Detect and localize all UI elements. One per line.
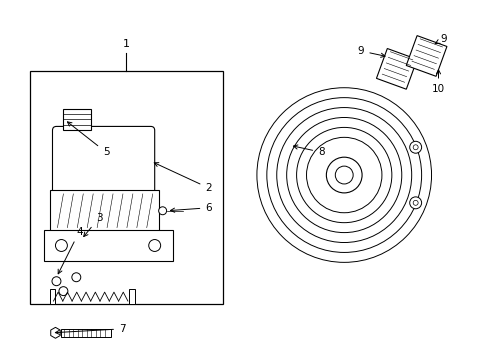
Circle shape <box>412 145 417 150</box>
Circle shape <box>409 141 421 153</box>
Circle shape <box>412 201 417 205</box>
Text: 8: 8 <box>293 145 324 157</box>
FancyBboxPatch shape <box>52 126 154 196</box>
Circle shape <box>296 127 391 223</box>
Text: 1: 1 <box>122 39 130 49</box>
Bar <box>376 49 416 89</box>
Bar <box>43 230 172 261</box>
Text: 2: 2 <box>154 163 211 193</box>
Bar <box>49 190 158 231</box>
Text: 5: 5 <box>67 122 109 157</box>
Circle shape <box>256 88 431 262</box>
Bar <box>63 109 91 130</box>
Circle shape <box>335 166 352 184</box>
Circle shape <box>306 137 381 213</box>
Circle shape <box>52 277 61 286</box>
Bar <box>30 71 223 304</box>
Text: 9: 9 <box>434 34 446 44</box>
Bar <box>49 289 55 304</box>
Circle shape <box>158 207 166 215</box>
Circle shape <box>286 117 401 233</box>
Circle shape <box>409 197 421 209</box>
Text: 7: 7 <box>55 324 125 334</box>
Text: 10: 10 <box>431 70 444 94</box>
Circle shape <box>72 273 81 282</box>
Circle shape <box>266 98 421 252</box>
Circle shape <box>325 157 361 193</box>
Text: 6: 6 <box>170 203 211 213</box>
Text: 4: 4 <box>58 226 82 274</box>
Bar <box>61 329 111 337</box>
Bar <box>406 36 446 76</box>
Text: 9: 9 <box>357 46 385 57</box>
Bar <box>78 199 88 215</box>
Bar <box>129 289 135 304</box>
Circle shape <box>148 239 161 251</box>
Circle shape <box>276 108 411 243</box>
Bar <box>61 199 71 215</box>
Text: 3: 3 <box>83 213 102 237</box>
Circle shape <box>59 287 68 296</box>
Circle shape <box>55 239 67 251</box>
